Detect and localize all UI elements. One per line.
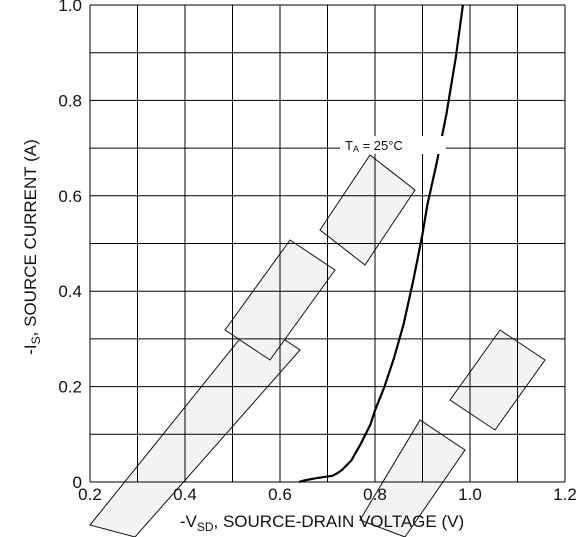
x-tick-label: 1.2 [553, 485, 577, 504]
y-tick-label: 0.4 [58, 282, 82, 301]
annotation-label: TA = 25°C [345, 138, 403, 154]
annotation: TA = 25°C [340, 136, 446, 154]
chart-grid [89, 4, 566, 483]
x-tick-label: 1.0 [458, 485, 482, 504]
y-tick-label: 0 [73, 473, 82, 492]
series-group [298, 4, 464, 484]
x-axis-label: -VSD, SOURCE-DRAIN VOLTAGE (V) [180, 512, 464, 534]
y-tick-label: 0.6 [58, 187, 82, 206]
y-tick-label: 0.8 [58, 91, 82, 110]
x-tick-label: 0.6 [268, 485, 292, 504]
y-tick-label: 1.0 [58, 0, 82, 15]
x-tick-label: 0.8 [363, 485, 387, 504]
x-tick-label: 0.2 [78, 485, 102, 504]
y-axis-label: -IS, SOURCE CURRENT (A) [21, 139, 43, 355]
x-tick-label: 0.4 [173, 485, 197, 504]
series-line [298, 4, 464, 484]
y-tick-label: 0.2 [58, 378, 82, 397]
tick-labels: 0.2 0.4 0.6 0.8 1.0 1.200.20.40.60.81.0 [58, 0, 576, 504]
watermark [89, 154, 546, 537]
